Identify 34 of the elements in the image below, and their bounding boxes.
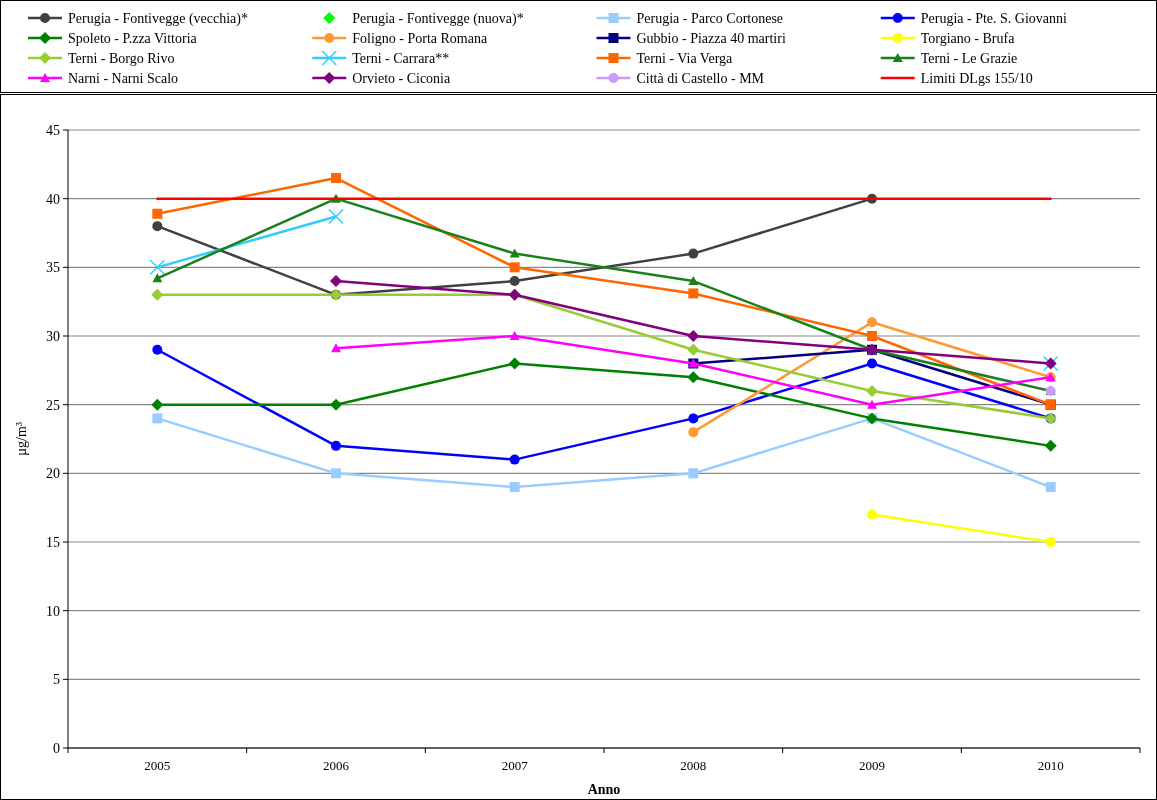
legend-label: Terni - Le Grazie <box>920 51 1018 66</box>
legend-label: Perugia - Parco Cortonese <box>636 11 784 26</box>
x-tick-label: 2010 <box>1037 758 1064 773</box>
y-axis-title: µg/m³ <box>14 421 29 457</box>
legend-label: Città di Castello - MM <box>636 71 765 86</box>
legend-label: Torgiano - Brufa <box>920 31 1016 46</box>
x-axis-title: Anno <box>587 782 621 797</box>
x-tick-label: 2005 <box>144 758 171 773</box>
y-tick-label: 25 <box>46 397 60 413</box>
x-tick-label: 2006 <box>323 758 350 773</box>
legend-label: Gubbio - Piazza 40 martiri <box>636 31 786 46</box>
x-tick-label: 2009 <box>859 758 885 773</box>
x-tick-label: 2008 <box>680 758 707 773</box>
legend-label: Narni - Narni Scalo <box>68 71 179 86</box>
legend-label: Terni - Borgo Rivo <box>68 51 175 66</box>
legend-label: Orvieto - Ciconia <box>352 71 452 86</box>
y-tick-label: 30 <box>46 329 60 344</box>
y-tick-label: 0 <box>53 741 60 756</box>
y-tick-label: 40 <box>46 191 60 207</box>
y-tick-label: 20 <box>46 466 60 482</box>
legend-label: Terni - Via Verga <box>636 51 734 66</box>
y-tick-label: 10 <box>46 603 60 619</box>
legend-label: Terni - Carrara** <box>352 51 450 66</box>
y-tick-label: 5 <box>53 672 60 688</box>
x-tick-label: 2007 <box>501 758 529 773</box>
legend-label: Perugia - Pte. S. Giovanni <box>920 11 1068 26</box>
legend-label: Perugia - Fontivegge (vecchia)* <box>68 11 248 27</box>
y-tick-label: 15 <box>46 535 60 550</box>
legend-label: Limiti DLgs 155/10 <box>920 71 1033 86</box>
legend-label: Foligno - Porta Romana <box>352 31 488 46</box>
legend-label: Perugia - Fontivegge (nuova)* <box>352 11 524 27</box>
y-tick-label: 45 <box>46 123 60 138</box>
legend-label: Spoleto - P.zza Vittoria <box>68 31 198 46</box>
y-tick-label: 35 <box>46 260 60 276</box>
